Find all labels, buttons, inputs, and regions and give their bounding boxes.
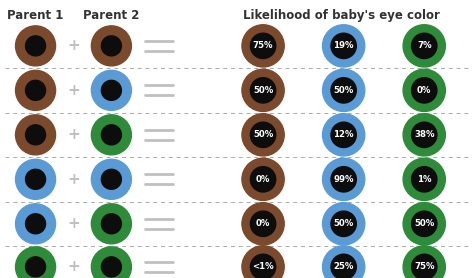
Text: 1%: 1% — [417, 175, 431, 184]
Ellipse shape — [403, 25, 446, 67]
Ellipse shape — [101, 80, 121, 100]
Text: 19%: 19% — [333, 41, 354, 50]
Ellipse shape — [411, 167, 437, 192]
Text: +: + — [67, 172, 80, 187]
Text: 7%: 7% — [417, 41, 431, 50]
Text: +: + — [67, 127, 80, 142]
Ellipse shape — [242, 114, 284, 156]
Ellipse shape — [250, 122, 276, 148]
Ellipse shape — [26, 214, 46, 234]
Text: +: + — [67, 216, 80, 231]
Text: 99%: 99% — [333, 175, 354, 184]
Text: 50%: 50% — [253, 130, 273, 139]
Ellipse shape — [331, 78, 356, 103]
Ellipse shape — [16, 159, 55, 199]
Ellipse shape — [101, 214, 121, 234]
Ellipse shape — [242, 246, 284, 278]
Ellipse shape — [322, 114, 365, 156]
Text: 50%: 50% — [334, 86, 354, 95]
Ellipse shape — [16, 26, 55, 66]
Text: 0%: 0% — [256, 219, 270, 228]
Ellipse shape — [26, 80, 46, 100]
Ellipse shape — [101, 257, 121, 277]
Ellipse shape — [26, 36, 46, 56]
Ellipse shape — [91, 159, 131, 199]
Ellipse shape — [26, 257, 46, 277]
Ellipse shape — [403, 203, 446, 245]
Ellipse shape — [250, 167, 276, 192]
Ellipse shape — [91, 247, 131, 278]
Ellipse shape — [403, 246, 446, 278]
Text: 0%: 0% — [417, 86, 431, 95]
Text: +: + — [67, 259, 80, 274]
Ellipse shape — [16, 247, 55, 278]
Text: 25%: 25% — [334, 262, 354, 271]
Ellipse shape — [250, 78, 276, 103]
Ellipse shape — [101, 36, 121, 56]
Text: 75%: 75% — [414, 262, 435, 271]
Text: 50%: 50% — [414, 219, 434, 228]
Ellipse shape — [26, 169, 46, 189]
Ellipse shape — [26, 125, 46, 145]
Ellipse shape — [242, 25, 284, 67]
Ellipse shape — [91, 204, 131, 244]
Text: Parent 2: Parent 2 — [83, 9, 139, 22]
Ellipse shape — [331, 254, 356, 278]
Ellipse shape — [250, 254, 276, 278]
Ellipse shape — [411, 78, 437, 103]
Ellipse shape — [250, 211, 276, 237]
Ellipse shape — [403, 158, 446, 200]
Ellipse shape — [91, 26, 131, 66]
Text: 50%: 50% — [334, 219, 354, 228]
Ellipse shape — [403, 69, 446, 111]
Ellipse shape — [331, 122, 356, 148]
Ellipse shape — [242, 69, 284, 111]
Ellipse shape — [331, 211, 356, 237]
Text: +: + — [67, 83, 80, 98]
Ellipse shape — [91, 70, 131, 110]
Ellipse shape — [322, 203, 365, 245]
Ellipse shape — [322, 158, 365, 200]
Ellipse shape — [242, 203, 284, 245]
Ellipse shape — [16, 115, 55, 155]
Text: 0%: 0% — [256, 175, 270, 184]
Text: Parent 1: Parent 1 — [8, 9, 64, 22]
Ellipse shape — [411, 33, 437, 59]
Ellipse shape — [322, 69, 365, 111]
Ellipse shape — [16, 204, 55, 244]
Text: 12%: 12% — [333, 130, 354, 139]
Text: 75%: 75% — [253, 41, 273, 50]
Ellipse shape — [403, 114, 446, 156]
Ellipse shape — [101, 125, 121, 145]
Ellipse shape — [250, 33, 276, 59]
Text: 50%: 50% — [253, 86, 273, 95]
Text: +: + — [67, 38, 80, 53]
Ellipse shape — [16, 70, 55, 110]
Text: 38%: 38% — [414, 130, 435, 139]
Ellipse shape — [331, 167, 356, 192]
Ellipse shape — [411, 254, 437, 278]
Ellipse shape — [322, 246, 365, 278]
Ellipse shape — [242, 158, 284, 200]
Ellipse shape — [91, 115, 131, 155]
Text: Likelihood of baby's eye color: Likelihood of baby's eye color — [243, 9, 440, 22]
Ellipse shape — [411, 122, 437, 148]
Text: <1%: <1% — [252, 262, 274, 271]
Ellipse shape — [322, 25, 365, 67]
Ellipse shape — [331, 33, 356, 59]
Ellipse shape — [411, 211, 437, 237]
Ellipse shape — [101, 169, 121, 189]
